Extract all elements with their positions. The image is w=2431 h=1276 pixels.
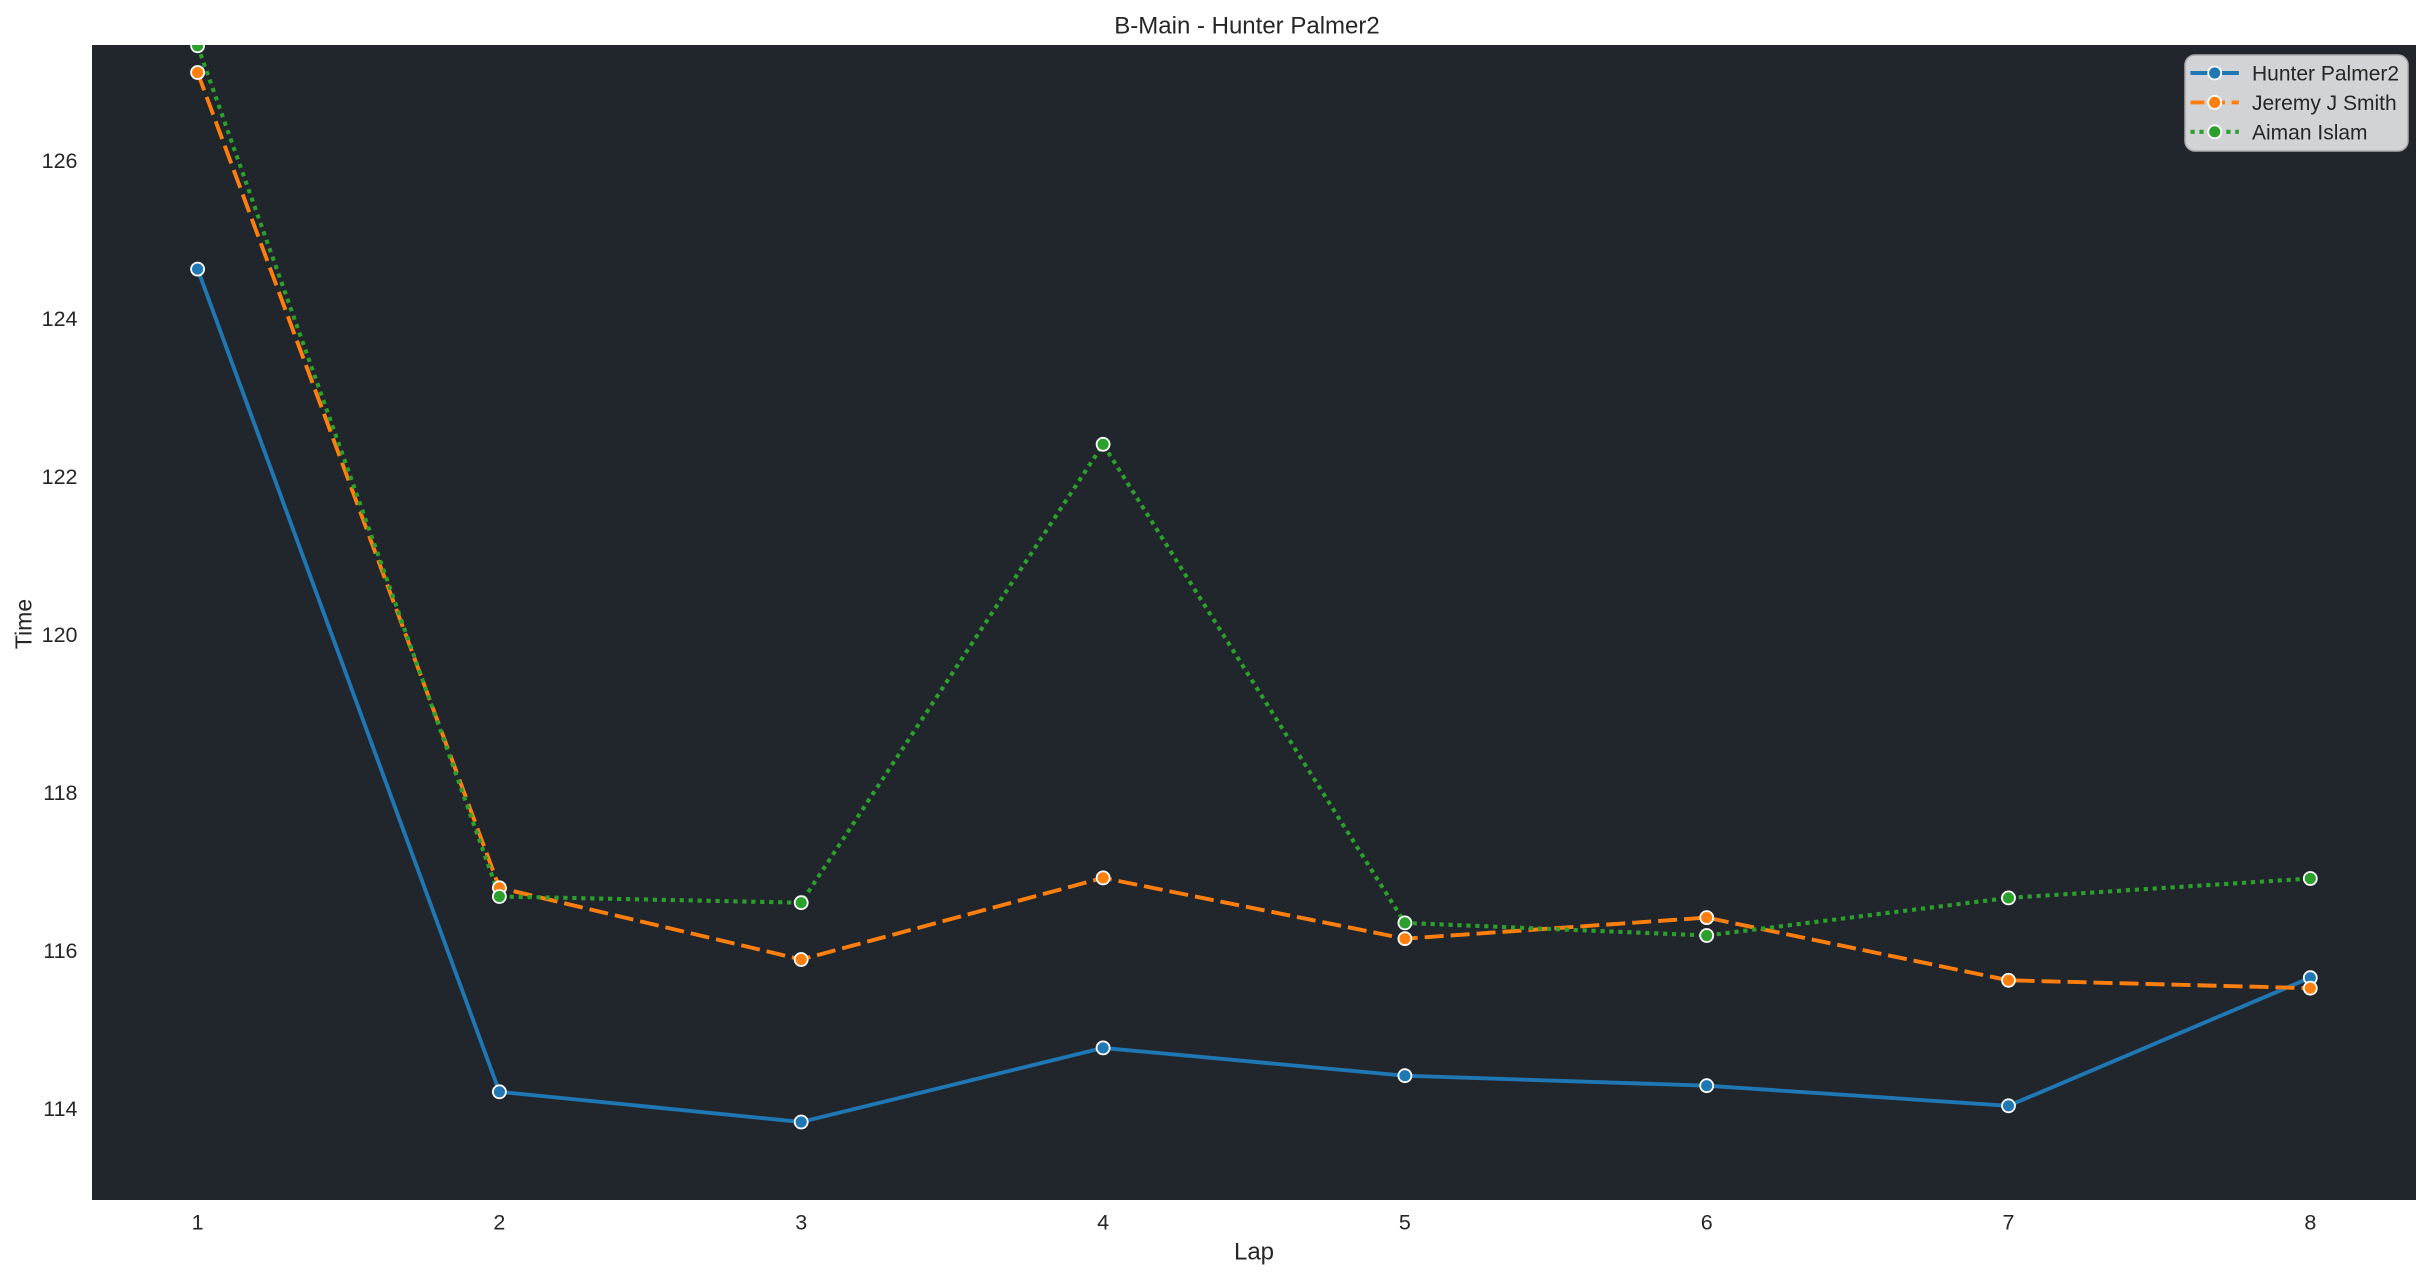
- svg-text:Jeremy J Smith: Jeremy J Smith: [2252, 92, 2397, 115]
- svg-text:B-Main - Hunter Palmer2: B-Main - Hunter Palmer2: [1114, 12, 1379, 39]
- svg-text:Time: Time: [11, 599, 37, 649]
- svg-text:126: 126: [42, 149, 78, 173]
- svg-text:Lap: Lap: [1234, 1239, 1274, 1266]
- svg-text:8: 8: [2304, 1211, 2316, 1235]
- svg-text:5: 5: [1399, 1211, 1411, 1235]
- svg-text:120: 120: [42, 623, 78, 647]
- svg-text:1: 1: [192, 1211, 204, 1235]
- svg-text:118: 118: [43, 781, 77, 805]
- svg-text:7: 7: [2003, 1211, 2015, 1235]
- svg-text:Hunter Palmer2: Hunter Palmer2: [2252, 63, 2399, 86]
- svg-text:Aiman Islam: Aiman Islam: [2252, 121, 2368, 144]
- svg-text:3: 3: [795, 1211, 807, 1235]
- svg-text:6: 6: [1701, 1211, 1713, 1235]
- svg-text:2: 2: [493, 1211, 505, 1235]
- svg-text:4: 4: [1097, 1211, 1109, 1235]
- svg-text:114: 114: [43, 1097, 77, 1121]
- svg-text:122: 122: [42, 465, 78, 489]
- svg-text:124: 124: [42, 307, 78, 331]
- svg-text:116: 116: [43, 939, 77, 963]
